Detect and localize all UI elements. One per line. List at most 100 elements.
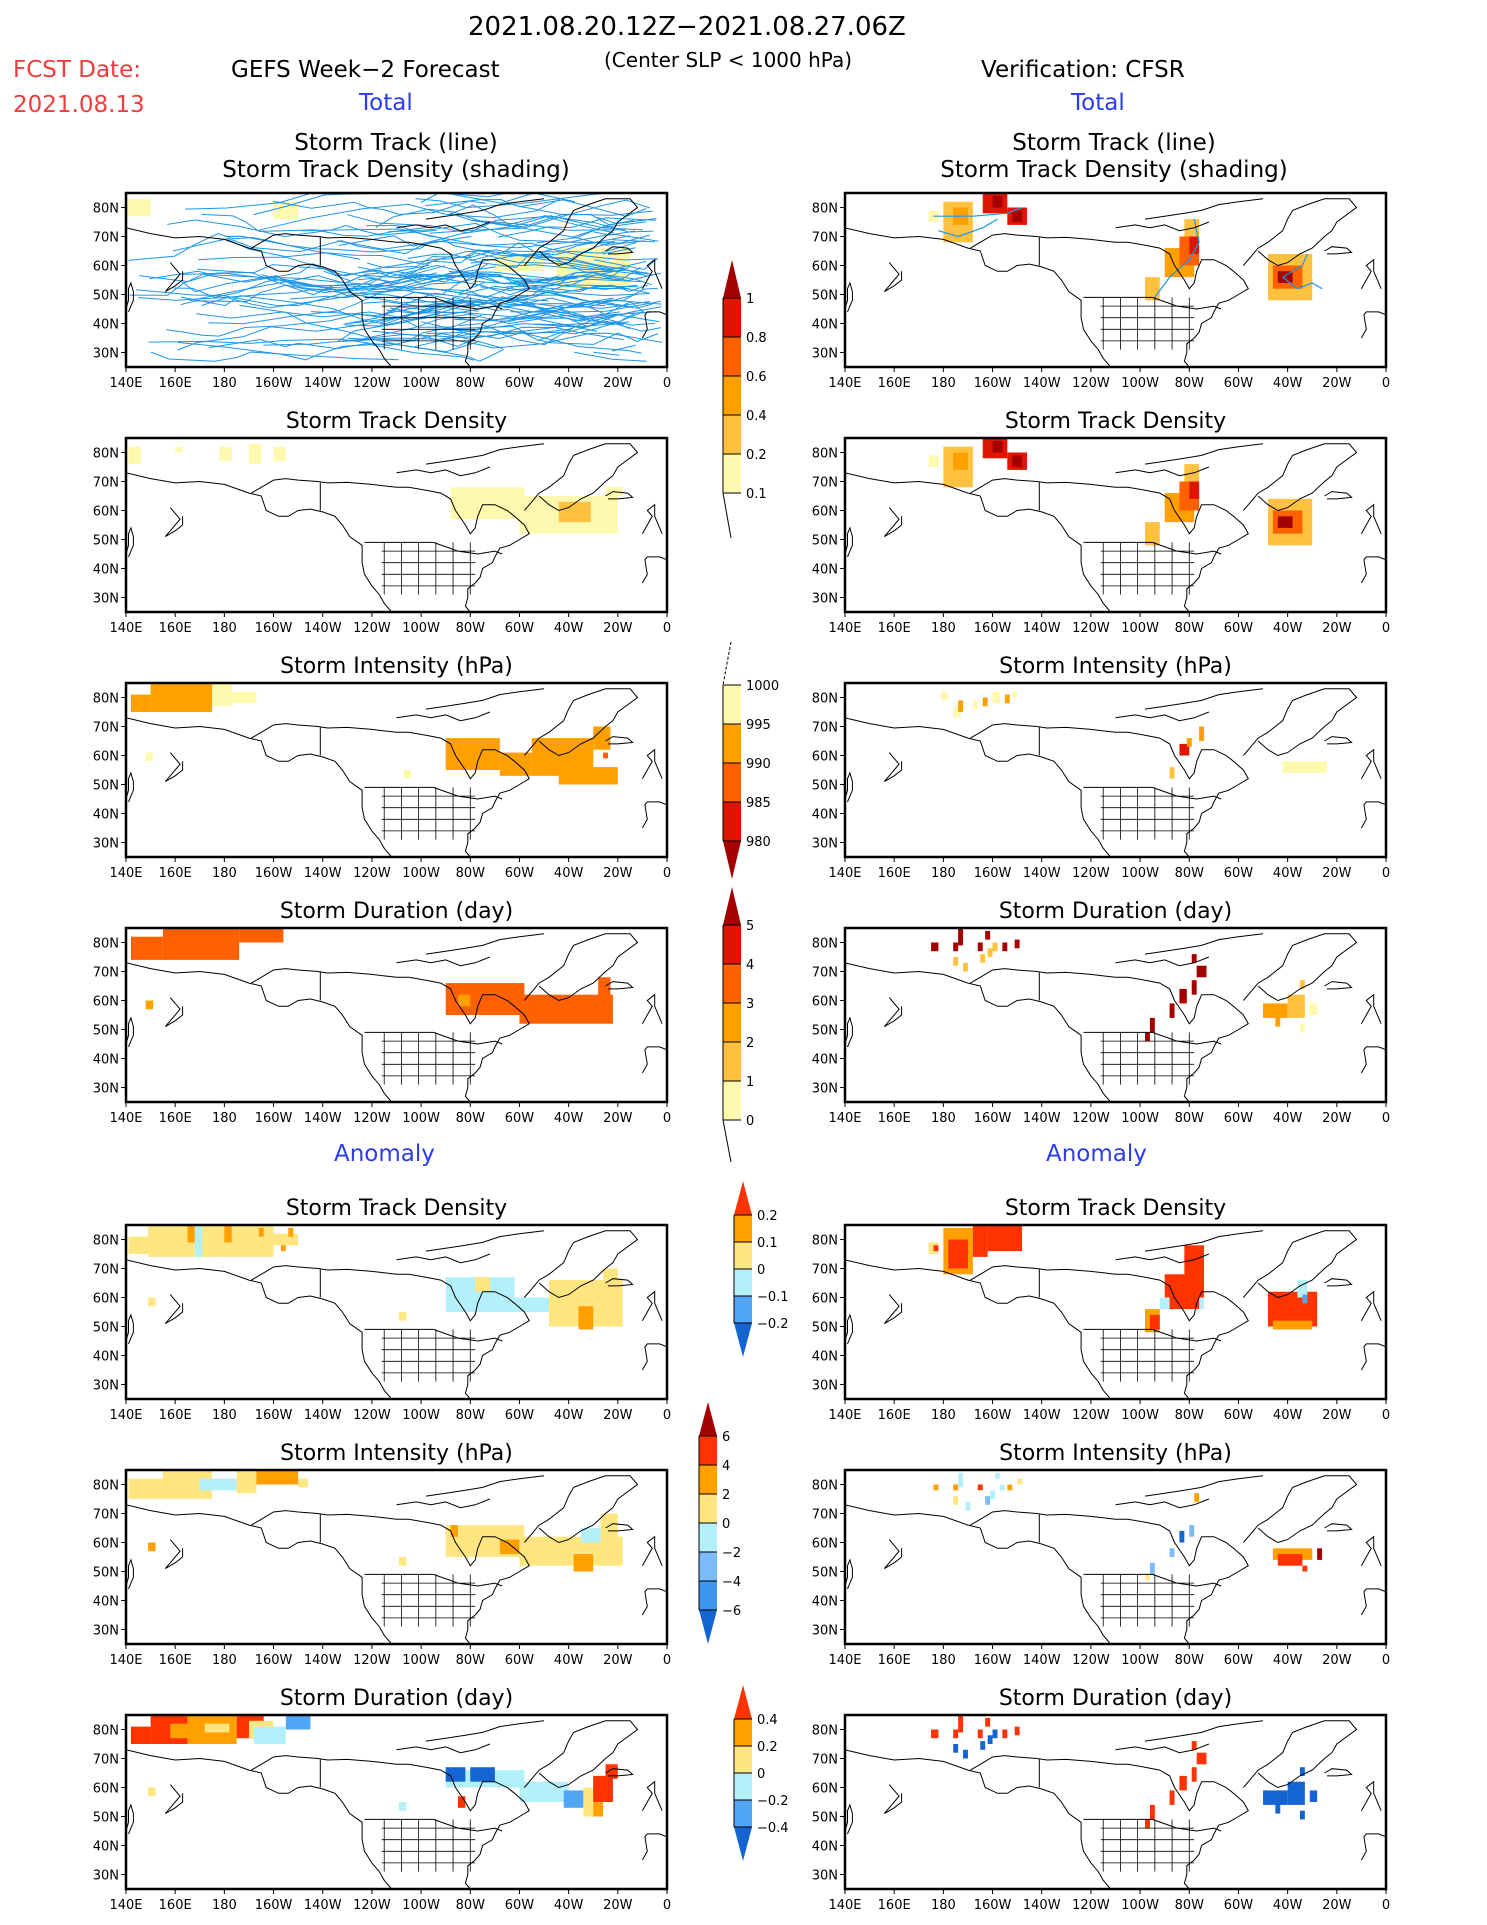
lat-tick-label: 50N — [812, 1024, 838, 1039]
lon-tick-label: 60W — [505, 376, 535, 391]
storm-track-line — [612, 239, 656, 243]
shading-cell — [980, 1741, 986, 1750]
panel-title: Storm Track Density — [1005, 409, 1226, 434]
lon-tick-label: 160E — [159, 1898, 192, 1913]
lat-tick-label: 60N — [812, 995, 838, 1010]
shading-cell — [1002, 942, 1008, 952]
coastline — [883, 507, 903, 538]
lon-tick-label: 60W — [1224, 1653, 1254, 1668]
lon-tick-label: 160E — [159, 866, 192, 881]
lat-tick-label: 40N — [812, 1840, 838, 1855]
lon-tick-label: 120W — [353, 1653, 391, 1668]
lon-tick-label: 60W — [505, 1898, 535, 1913]
shading-cell — [280, 1245, 286, 1252]
storm-track-line — [349, 316, 573, 341]
lon-tick-label: 140W — [304, 376, 342, 391]
lat-tick-label: 70N — [812, 476, 838, 491]
panel-title: Storm Track Density — [286, 409, 507, 434]
lat-tick-label: 80N — [812, 202, 838, 217]
coastline — [1144, 1475, 1264, 1497]
lat-tick-label: 80N — [93, 692, 119, 707]
panel-title: Storm Intensity (hPa) — [280, 1441, 513, 1466]
storm-track-line — [472, 219, 626, 231]
colorbar-band — [723, 724, 741, 763]
shading-cell — [219, 446, 232, 462]
map-frame — [843, 681, 1388, 859]
colorbar-label: 0.6 — [746, 370, 767, 385]
shading-cell — [175, 446, 183, 453]
coastline — [1324, 491, 1353, 500]
shading-cell — [931, 1729, 939, 1739]
colorbar-anom-intensity: 6 4 2 0 −2 −4 −6 — [698, 1402, 741, 1644]
lat-tick-label: 40N — [812, 318, 838, 333]
lat-tick-label: 60N — [93, 750, 119, 765]
fcst-date-value: 2021.08.13 — [13, 92, 145, 118]
lon-tick-label: 100W — [402, 1653, 440, 1668]
lon-tick-label: 180 — [931, 1408, 956, 1423]
lon-tick-label: 140W — [1023, 1898, 1061, 1913]
coastline — [251, 1755, 530, 1889]
lon-tick-label: 160E — [878, 621, 911, 636]
storm-track-line — [347, 326, 624, 341]
lon-tick-label: 180 — [212, 1408, 237, 1423]
border-line — [1152, 1573, 1222, 1587]
shading-cell — [1309, 1790, 1318, 1802]
lon-tick-label: 160E — [878, 1408, 911, 1423]
coastline — [1360, 556, 1386, 584]
map-frame — [843, 436, 1388, 614]
lat-tick-label: 60N — [93, 260, 119, 275]
lat-tick-label: 70N — [93, 231, 119, 246]
lon-tick-label: 40W — [1273, 866, 1303, 881]
map-frame — [124, 1713, 669, 1891]
storm-track-line — [208, 262, 484, 325]
colorbar-band — [734, 1215, 752, 1242]
map-panel-obs-duration: 30N 40N 50N 60N 70N 80N 140E 160E 180 160W 140W 120… — [812, 899, 1390, 1126]
storm-track-line — [510, 300, 631, 313]
shading-cell — [148, 1542, 156, 1552]
lat-tick-label: 30N — [812, 592, 838, 607]
lat-tick-label: 70N — [93, 1263, 119, 1278]
shading-cell — [1299, 980, 1305, 989]
lat-tick-label: 60N — [812, 750, 838, 765]
lat-tick-label: 30N — [93, 1082, 119, 1097]
coastline — [126, 1504, 392, 1644]
storm-track-line — [261, 274, 486, 297]
lon-tick-label: 40W — [1273, 376, 1303, 391]
shading-cell — [457, 994, 471, 1007]
lat-tick-label: 40N — [812, 563, 838, 578]
shading-cell — [1179, 988, 1187, 1004]
colorbar-label: −6 — [722, 1604, 741, 1619]
shading-cell — [475, 1277, 490, 1292]
coastline — [641, 503, 663, 534]
shading-cell — [1014, 939, 1020, 949]
shading-cell — [1186, 738, 1192, 747]
lat-tick-label: 30N — [93, 837, 119, 852]
lat-tick-label: 30N — [93, 1869, 119, 1884]
coastline — [883, 752, 903, 783]
lat-tick-label: 50N — [93, 534, 119, 549]
storm-track-line — [253, 193, 576, 216]
colorbar-band — [723, 925, 741, 964]
border-line — [433, 1818, 503, 1832]
coastline — [164, 997, 184, 1028]
lat-tick-label: 60N — [93, 995, 119, 1010]
shading-cell — [1002, 1729, 1008, 1739]
lon-tick-label: 100W — [1121, 1653, 1159, 1668]
lon-tick-label: 40W — [554, 1408, 584, 1423]
lon-tick-label: 120W — [353, 1408, 391, 1423]
lon-tick-label: 180 — [931, 1898, 956, 1913]
shading-cell — [1302, 1294, 1308, 1304]
lon-tick-label: 160E — [878, 866, 911, 881]
lon-tick-label: 140W — [304, 1408, 342, 1423]
colorbar-label: 980 — [746, 835, 771, 850]
shading-cell — [1149, 1017, 1155, 1033]
coastline — [1115, 956, 1210, 967]
lat-tick-label: 40N — [93, 563, 119, 578]
lon-tick-label: 80W — [456, 866, 486, 881]
coastline — [1243, 933, 1358, 1002]
lat-tick-label: 60N — [93, 505, 119, 520]
coastline — [251, 478, 530, 612]
coastline — [845, 771, 853, 803]
shading-cell — [999, 1484, 1005, 1491]
colorbar-band — [734, 1719, 752, 1746]
